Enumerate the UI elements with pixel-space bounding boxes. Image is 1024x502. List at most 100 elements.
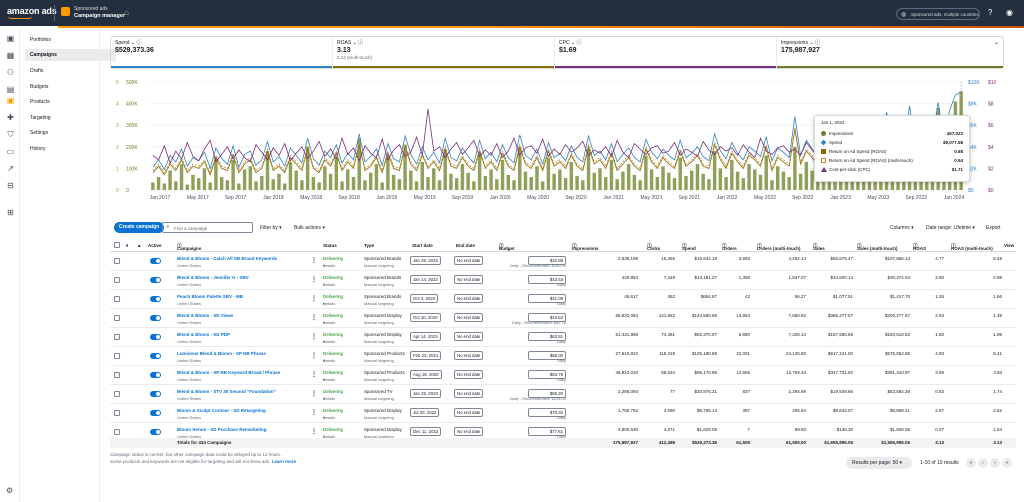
campaign-search-input[interactable]: ⌕ Find a campaign	[162, 222, 253, 233]
sort-chevron-icon[interactable]: ▾	[126, 243, 129, 248]
start-date-field[interactable]: Jul 20, 2022	[410, 408, 440, 417]
row-checkbox[interactable]	[114, 315, 120, 321]
row-checkbox[interactable]	[114, 391, 120, 397]
end-date-field[interactable]: No end date	[454, 313, 484, 322]
status-details-link[interactable]: Details ▾	[323, 377, 336, 382]
campaign-name-link[interactable]: Blend & Bloom - SD PDP	[177, 332, 231, 337]
budget-field[interactable]: $63.51	[528, 332, 566, 341]
status-details-link[interactable]: Details ▾	[323, 339, 336, 344]
budget-field[interactable]: $41.08	[528, 294, 566, 303]
col-orders-multi-touch[interactable]: Orders (multi-touch) ⓘ	[757, 243, 801, 251]
status-details-link[interactable]: Details ▾	[323, 358, 336, 363]
table-row[interactable]: Bloom & Sculpt Contour - SD Retargeting …	[110, 404, 1016, 423]
row-checkbox[interactable]	[114, 334, 120, 340]
table-row[interactable]: Blend & Bloom - SD Views United States ⋮…	[110, 309, 1016, 328]
insights-rail-icon[interactable]: ↗	[7, 164, 14, 173]
status-details-link[interactable]: Details ▾	[323, 320, 336, 325]
col-clicks[interactable]: Clicks ⓘ	[647, 243, 661, 251]
export-button[interactable]: Export	[986, 225, 1001, 231]
status-details-link[interactable]: Details ▾	[323, 396, 336, 401]
status-details-link[interactable]: Details ▾	[323, 282, 336, 287]
user-icon[interactable]: ◉	[1006, 8, 1013, 17]
budget-field[interactable]: $43.63	[528, 313, 566, 322]
end-date-field[interactable]: No end date	[454, 294, 484, 303]
row-checkbox[interactable]	[114, 353, 120, 359]
end-date-field[interactable]: No end date	[454, 332, 484, 341]
bulk-actions-dropdown[interactable]: Bulk actions ▾	[294, 225, 325, 231]
more-actions-icon[interactable]: ⋮	[311, 277, 317, 283]
start-date-field[interactable]: Feb 23, 2021	[410, 351, 442, 360]
date-range-dropdown[interactable]: Date range: Lifetime ▾	[926, 225, 975, 231]
end-date-field[interactable]: No end date	[454, 389, 484, 398]
campaign-name-link[interactable]: Peach Bloom Palette SBV - MB	[177, 294, 244, 299]
more-actions-icon[interactable]: ⋮	[311, 410, 317, 416]
row-checkbox[interactable]	[114, 296, 120, 302]
account-selector[interactable]: ◍ Sponsored ads, multiple countries	[896, 8, 980, 20]
nav-budgets[interactable]: Budgets	[30, 84, 49, 90]
next-page-icon[interactable]: ›	[990, 458, 1000, 468]
col-budget[interactable]: Budget ⓘ	[499, 243, 515, 251]
apps-rail-icon[interactable]: ⊞	[7, 208, 14, 217]
start-date-field[interactable]: Jan 29, 2023	[410, 389, 441, 398]
budget-field[interactable]: $43.53	[528, 275, 566, 284]
campaign-name-link[interactable]: Luminous Blend & Bloom - SP NB Phrase	[177, 351, 266, 356]
status-details-link[interactable]: Details ▾	[323, 415, 336, 420]
budget-field[interactable]: $63.78	[528, 370, 566, 379]
start-date-field[interactable]: Jan 29, 2022	[410, 256, 441, 265]
more-actions-icon[interactable]: ⋮	[311, 296, 317, 302]
status-details-link[interactable]: Details ▾	[323, 301, 336, 306]
col-roas[interactable]: ROAS ⓘ	[913, 243, 927, 251]
amazon-ads-logo[interactable]: amazon ads	[7, 6, 57, 19]
sponsored-ads-rail-icon[interactable]: ▣	[6, 96, 15, 105]
more-actions-icon[interactable]: ⋮	[311, 372, 317, 378]
col-orders[interactable]: Orders ⓘ	[722, 243, 737, 251]
active-toggle[interactable]	[150, 372, 161, 378]
home-icon[interactable]: ⌂	[124, 8, 129, 17]
campaign-name-link[interactable]: Blend & Bloom - Jennifer G - SBV	[177, 275, 249, 280]
collapse-chevron-icon[interactable]: ⌄	[993, 40, 999, 46]
budget-field[interactable]: $70.32	[528, 408, 566, 417]
active-toggle[interactable]	[150, 391, 161, 397]
more-actions-icon[interactable]: ⋮	[311, 429, 317, 435]
start-date-field[interactable]: Oct 3, 2020	[410, 294, 439, 303]
col-type[interactable]: Type	[364, 243, 375, 248]
row-checkbox[interactable]	[114, 410, 120, 416]
more-actions-icon[interactable]: ⋮	[311, 334, 317, 340]
first-page-icon[interactable]: «	[966, 458, 976, 468]
table-row[interactable]: Luminous Blend & Bloom - SP NB Phrase Un…	[110, 347, 1016, 366]
active-toggle[interactable]	[150, 334, 161, 340]
status-details-link[interactable]: Details ▾	[323, 263, 336, 268]
table-row[interactable]: Peach Bloom Palette SBV - MB United Stat…	[110, 290, 1016, 309]
learn-more-link[interactable]: Learn more	[271, 459, 297, 464]
campaign-name-link[interactable]: Bloom Serum - SD Purchase Remarketing	[177, 427, 267, 432]
settings-gear-icon[interactable]: ⚙	[6, 486, 14, 495]
active-toggle[interactable]	[150, 353, 161, 359]
select-all-checkbox[interactable]	[114, 242, 120, 248]
campaign-name-link[interactable]: Blend & Bloom - SD Views	[177, 313, 234, 318]
table-row[interactable]: Blend & Bloom - SP NB Keyword Broad / Ph…	[110, 366, 1016, 385]
col-view[interactable]: View	[1004, 243, 1015, 248]
col-end-date[interactable]: End date	[456, 243, 476, 248]
create-campaign-button[interactable]: Create campaign	[114, 222, 165, 233]
grid-rail-icon[interactable]: ▦	[6, 51, 15, 60]
budget-field[interactable]: $77.61	[528, 427, 566, 436]
col-spend[interactable]: Spend ⓘ	[682, 243, 696, 251]
shield-rail-icon[interactable]: ⛉	[7, 130, 14, 139]
help-icon[interactable]: ?	[988, 8, 993, 17]
nav-products[interactable]: Products	[30, 99, 50, 105]
col-start-date[interactable]: Start date	[412, 243, 433, 248]
campaign-name-link[interactable]: Bloom & Sculpt Contour - SD Retargeting	[177, 408, 266, 413]
nav-history[interactable]: History	[30, 146, 46, 152]
more-actions-icon[interactable]: ⋮	[311, 391, 317, 397]
table-row[interactable]: Blend & Bloom - Catch All SB Brand Keywo…	[110, 252, 1016, 271]
status-details-link[interactable]: Details ▾	[323, 434, 336, 439]
creative-rail-icon[interactable]: ✚	[7, 113, 14, 122]
end-date-field[interactable]: No end date	[454, 370, 484, 379]
end-date-field[interactable]: No end date	[454, 351, 484, 360]
start-date-field[interactable]: Aug 18, 2020	[410, 370, 442, 379]
end-date-field[interactable]: No end date	[454, 427, 484, 436]
nav-drafts[interactable]: Drafts	[30, 68, 44, 74]
col-sales-multi-touch[interactable]: Sales (multi-touch) ⓘ	[857, 243, 898, 251]
media-rail-icon[interactable]: ▭	[6, 147, 15, 156]
start-date-field[interactable]: Jan 14, 2022	[410, 275, 441, 284]
